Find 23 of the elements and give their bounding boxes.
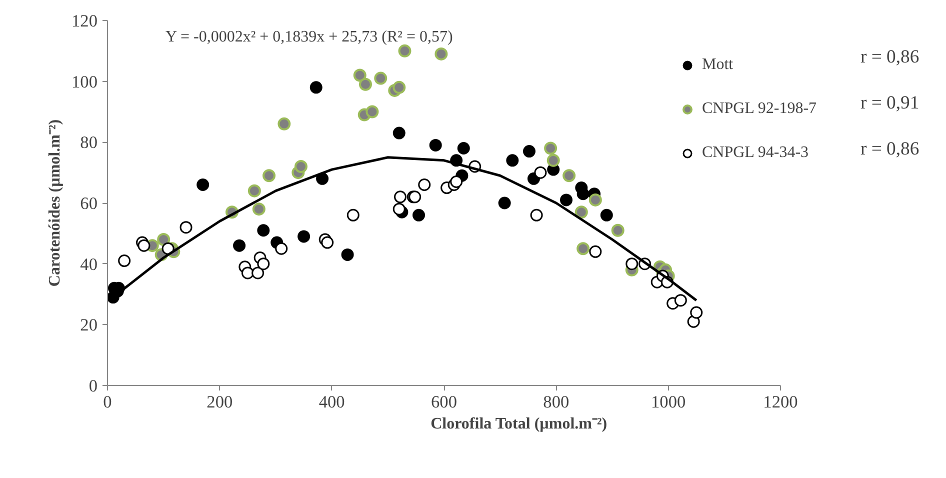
- legend-label: Mott: [702, 55, 734, 75]
- legend-label: CNPGL 94-34-3: [702, 143, 809, 163]
- y-tick-label: 80: [80, 133, 98, 152]
- x-axis-title: Clorofila Total (µmol.m⁻²): [430, 416, 608, 432]
- text: r = 0,91: [860, 92, 920, 114]
- x-tick-label: 1200: [763, 392, 798, 412]
- x-tick-label: 600: [431, 392, 458, 412]
- y-tick-label: 120: [72, 12, 98, 30]
- x-tick-label: 800: [543, 392, 570, 412]
- x-tick-label: 400: [318, 392, 345, 412]
- y-tick-label: 40: [80, 254, 98, 274]
- y-tick-label: 100: [72, 72, 98, 92]
- y-tick-label: 20: [80, 316, 98, 335]
- x-tick-label: 0: [103, 392, 112, 412]
- y-axis-title: Carotenóides (µmol.m⁻²): [46, 119, 64, 287]
- x-tick-label: 200: [206, 392, 233, 412]
- annotation: Y = -0,0002x² + 0,1839x + 25,73 (R² = 0,57): [166, 28, 453, 46]
- y-tick-label: 0: [88, 376, 98, 396]
- text: r = 0,86: [860, 138, 920, 160]
- text: r = 0,86: [860, 46, 920, 68]
- y-tick-label: 60: [80, 194, 98, 213]
- legend-label: CNPGL 92-198-7: [702, 99, 817, 119]
- x-tick-label: 1000: [651, 392, 686, 412]
